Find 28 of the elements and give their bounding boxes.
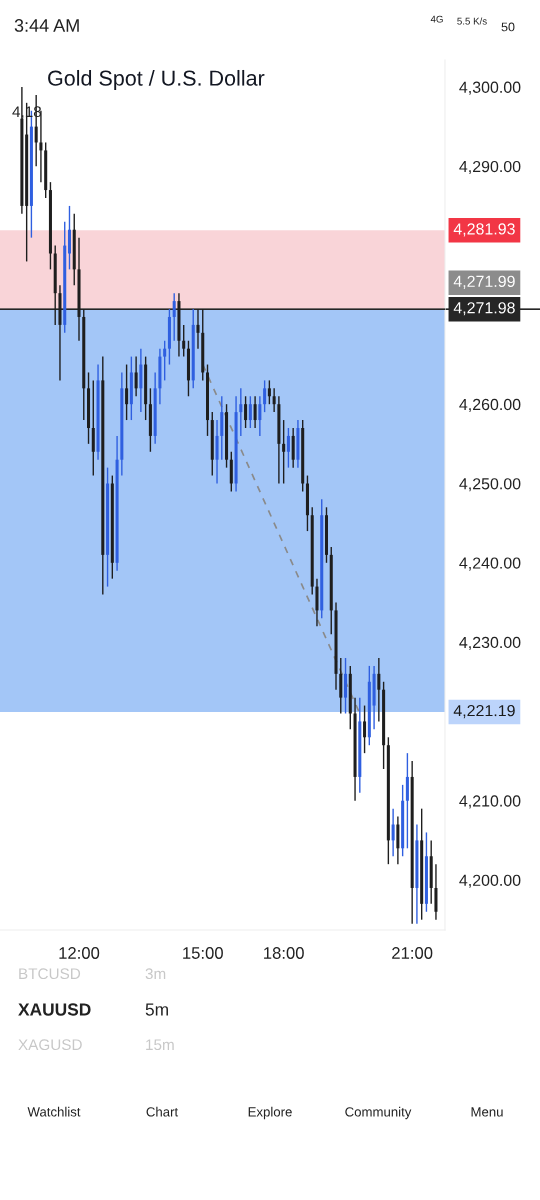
band-label: 4,281.93 [453,223,515,237]
y-tick-label: 4,260.00 [459,398,521,413]
y-tick-label: 4,200.00 [459,874,521,888]
text: 4G [430,15,443,23]
y-tick-label: 4,230.00 [459,636,521,650]
text: 50 [501,22,515,32]
text: 3:44 AM [14,19,79,32]
text: Watchlist [27,1106,81,1117]
text: XAUUSD [18,1003,91,1016]
x-tick-label: 21:00 [392,947,433,959]
y-tick-label: 4,250.00 [459,478,521,492]
band-label: 4,221.19 [453,704,515,719]
ref-line-label: 4,271.98 [453,302,515,316]
chart-title: Gold Spot / U.S. Dollar [48,69,265,91]
text: Chart [146,1106,179,1117]
y-tick-label: 4,300.00 [459,81,521,95]
text: 5m [145,1003,168,1016]
y-tick-label: 4,240.00 [459,557,521,571]
y-tick-label: 4,290.00 [459,160,521,175]
text: Explore [248,1106,292,1120]
x-tick-label: 12:00 [59,947,100,959]
x-tick-label: 15:00 [183,947,223,959]
x-tick-label: 18:00 [264,947,304,959]
text: Menu [471,1107,503,1117]
ref-line-label: 4,271.99 [453,275,515,289]
text: Community [345,1106,412,1120]
y-tick-label: 4,210.00 [459,795,521,809]
text: 5.5 K/s [457,17,487,25]
